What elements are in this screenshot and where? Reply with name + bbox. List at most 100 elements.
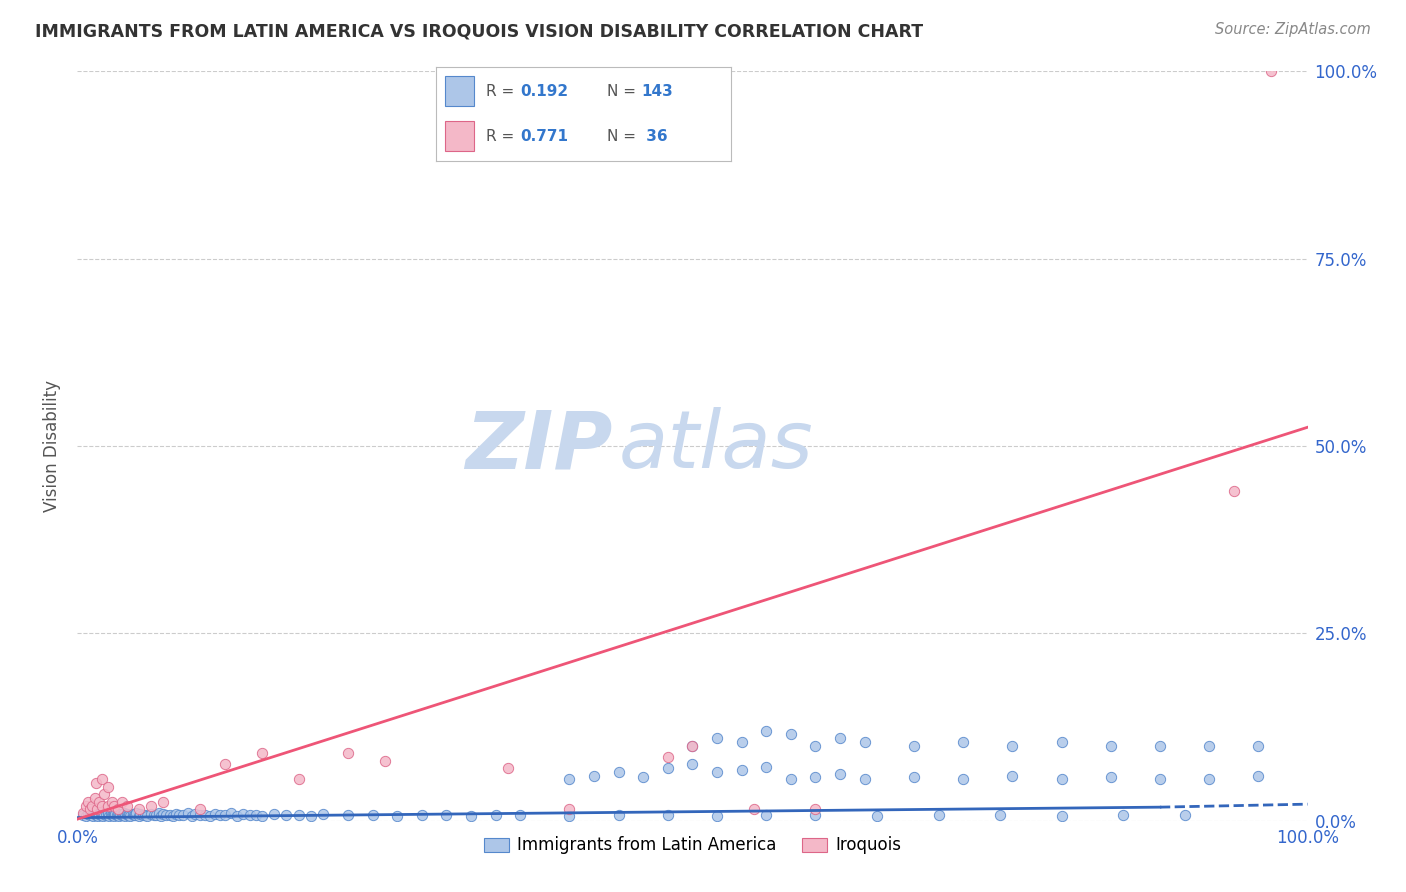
Point [72, 806, 94, 821]
Point [90, 798, 114, 813]
Point [79, 802, 101, 816]
Point [118, 807, 141, 822]
Point [742, 802, 765, 816]
Point [111, 795, 132, 809]
Point [558, 809, 581, 823]
Y-axis label: Vision Disability: Vision Disability [44, 380, 62, 512]
Point [82, 809, 104, 823]
Point [706, 809, 728, 823]
Point [188, 808, 212, 822]
Point [89, 795, 111, 809]
Text: R =: R = [486, 84, 519, 99]
Point [1198, 772, 1220, 787]
Text: ZIP: ZIP [465, 407, 613, 485]
Point [84, 776, 107, 790]
Point [460, 809, 482, 823]
Point [485, 808, 508, 822]
Point [250, 809, 273, 823]
Point [361, 807, 384, 822]
Point [853, 735, 876, 749]
Point [731, 763, 754, 777]
Point [657, 761, 679, 775]
Point [86, 802, 108, 816]
Point [83, 791, 105, 805]
Point [607, 764, 630, 779]
Point [830, 767, 852, 781]
Point [1223, 483, 1246, 498]
Point [97, 780, 120, 794]
Point [209, 808, 232, 822]
Point [97, 798, 120, 813]
Point [79, 806, 101, 821]
Point [226, 809, 249, 823]
Point [385, 809, 409, 823]
Point [214, 807, 236, 822]
Point [1050, 772, 1073, 787]
Point [115, 806, 138, 821]
Point [682, 757, 704, 772]
Point [755, 808, 778, 822]
Point [682, 739, 704, 753]
Point [288, 772, 311, 787]
Point [134, 807, 156, 822]
Point [558, 772, 581, 787]
Point [152, 806, 174, 821]
Point [110, 806, 132, 821]
Point [1001, 769, 1024, 783]
Point [77, 806, 100, 821]
Point [103, 806, 125, 821]
Point [288, 807, 311, 822]
Point [607, 808, 630, 822]
Text: 36: 36 [641, 128, 668, 144]
Point [101, 808, 124, 822]
Point [141, 798, 163, 813]
Text: 0.771: 0.771 [520, 128, 568, 144]
Point [755, 723, 778, 738]
Point [780, 772, 803, 787]
Point [82, 798, 104, 813]
Point [101, 807, 124, 822]
Point [162, 809, 184, 823]
Point [125, 806, 148, 821]
Point [103, 809, 125, 823]
Point [1247, 739, 1270, 753]
Point [169, 808, 191, 822]
Point [97, 807, 120, 822]
Point [194, 807, 217, 822]
Point [830, 731, 852, 746]
Text: R =: R = [486, 128, 519, 144]
Point [903, 770, 925, 784]
Point [263, 806, 285, 821]
Point [108, 809, 131, 823]
Point [1001, 739, 1024, 753]
Text: IMMIGRANTS FROM LATIN AMERICA VS IROQUOIS VISION DISABILITY CORRELATION CHART: IMMIGRANTS FROM LATIN AMERICA VS IROQUOI… [35, 22, 924, 40]
Point [1149, 739, 1171, 753]
Point [94, 808, 117, 822]
Point [79, 808, 101, 822]
Point [91, 809, 114, 823]
Point [120, 809, 142, 823]
Point [141, 806, 163, 821]
Point [87, 809, 110, 823]
Point [239, 808, 262, 822]
Point [90, 806, 114, 821]
Point [150, 809, 173, 823]
Point [77, 795, 100, 809]
Point [121, 806, 143, 821]
Point [75, 809, 97, 823]
Point [312, 806, 335, 821]
Point [93, 806, 115, 821]
Point [804, 802, 827, 816]
Point [152, 795, 174, 809]
Bar [444, 121, 474, 152]
Point [184, 806, 207, 821]
Text: Source: ZipAtlas.com: Source: ZipAtlas.com [1215, 22, 1371, 37]
Point [804, 770, 827, 784]
Point [98, 809, 121, 823]
Point [928, 808, 950, 822]
Point [122, 808, 145, 822]
Point [232, 806, 254, 821]
Point [75, 798, 97, 813]
Point [107, 802, 129, 816]
Point [731, 735, 754, 749]
